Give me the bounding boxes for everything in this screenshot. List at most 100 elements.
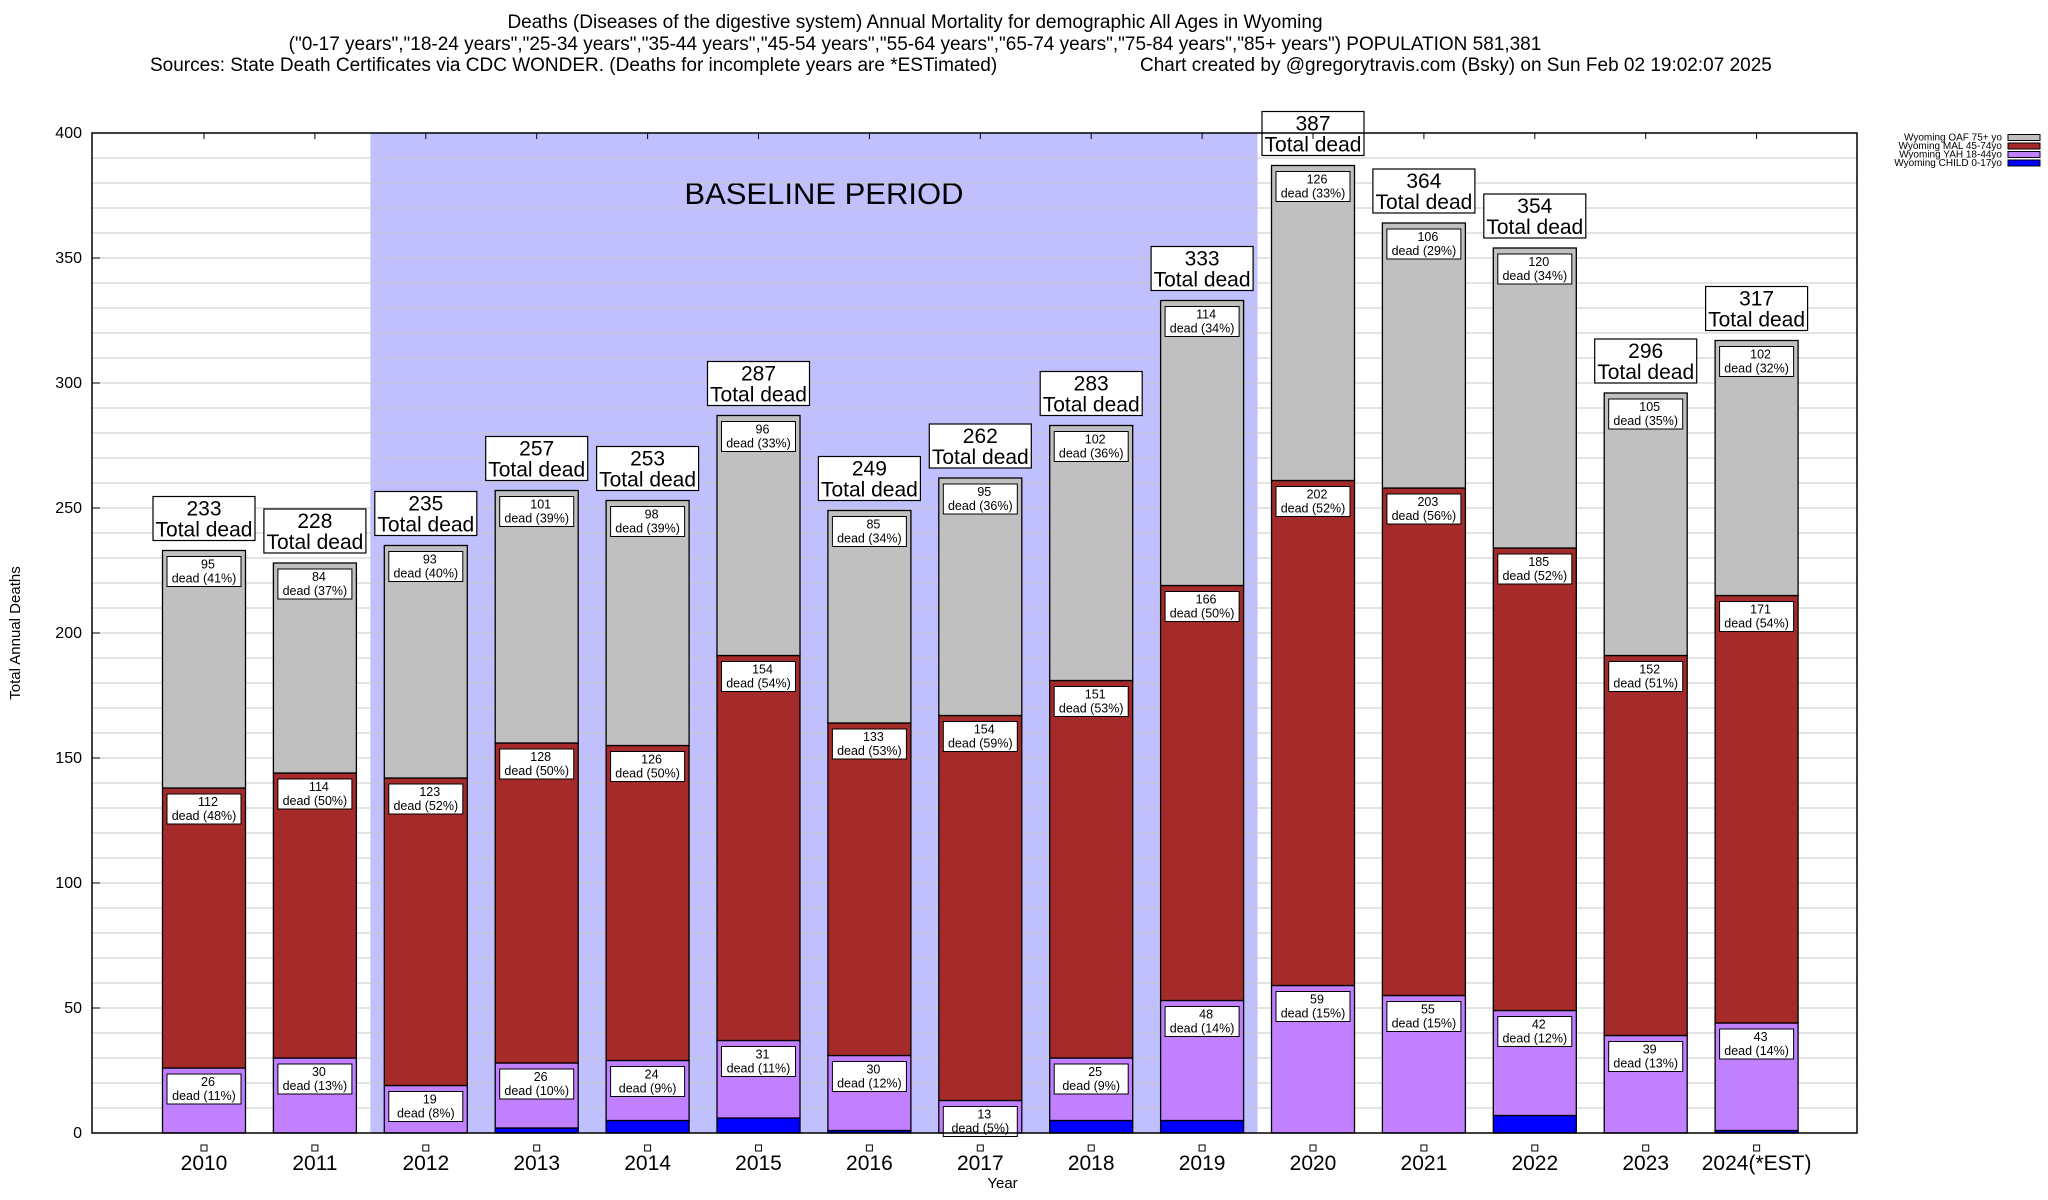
- segment-label-value: 114: [309, 780, 329, 794]
- total-label-box: [817, 455, 922, 502]
- segment-label-value: 48: [1199, 1008, 1213, 1022]
- segment-label-value: 120: [1528, 255, 1549, 269]
- segment-label-pct: dead (10%): [504, 1084, 569, 1098]
- segment-label-box: [388, 551, 464, 582]
- segment-label-value: 154: [752, 663, 773, 677]
- segment-label-value: 30: [866, 1063, 880, 1077]
- segment-label-value: 96: [756, 423, 770, 437]
- segment-label-value: 101: [530, 498, 551, 512]
- bar-segment-child: [605, 1119, 690, 1134]
- x-marker: [200, 1144, 208, 1152]
- segment-label-value: 43: [1754, 1030, 1768, 1044]
- total-label-box: [1372, 168, 1476, 214]
- segment-label-pct: dead (35%): [1613, 414, 1678, 428]
- y-axis-title: Total Annual Deaths: [7, 566, 24, 699]
- segment-label-value: 85: [866, 518, 880, 532]
- bar-segment-mal: [1159, 584, 1245, 1002]
- segment-label-pct: dead (41%): [172, 572, 237, 586]
- legend-item: Wyoming YAH 18-44yo: [1899, 150, 2041, 161]
- segment-label-box: [1275, 171, 1351, 202]
- bar-segment-oaf: [1603, 392, 1688, 657]
- segment-label-value: 24: [645, 1068, 659, 1082]
- total-label-value: 364: [1406, 170, 1441, 193]
- x-tick-label: 2016: [846, 1152, 893, 1175]
- bar-group-2014: [605, 499, 690, 1134]
- x-marker: [1531, 1144, 1539, 1152]
- segment-label-box: [1497, 553, 1573, 585]
- y-tick-label: 250: [55, 500, 82, 517]
- bar-group-2018: [1049, 424, 1134, 1134]
- segment-label-value: 114: [1196, 308, 1216, 322]
- y-tick-label: 50: [64, 1000, 82, 1017]
- total-label-text: Total dead: [932, 446, 1029, 469]
- segment-label-pct: dead (34%): [837, 532, 902, 546]
- segment-label-value: 42: [1532, 1018, 1546, 1032]
- segment-label-pct: dead (34%): [1170, 322, 1235, 336]
- total-label-value: 253: [630, 448, 665, 471]
- bar-group-2022: [1492, 247, 1577, 1134]
- segment-label-box: [831, 1061, 907, 1092]
- total-label-value: 235: [408, 493, 443, 516]
- x-tick-label: 2018: [1068, 1152, 1115, 1175]
- x-tick-label: 2023: [1622, 1152, 1669, 1175]
- segment-label-box: [610, 751, 686, 782]
- x-tick-label: 2013: [513, 1152, 560, 1175]
- x-marker: [422, 1144, 430, 1152]
- segment-label-value: 105: [1639, 400, 1660, 414]
- bar-segment-mal: [716, 654, 801, 1042]
- segment-label-pct: dead (11%): [172, 1089, 236, 1103]
- x-tick-label: 2022: [1511, 1152, 1558, 1175]
- chart-sources: Sources: State Death Certificates via CD…: [150, 55, 998, 76]
- segment-label-box: [499, 748, 575, 780]
- bar-group-2013: [494, 489, 579, 1134]
- segment-label-box: [1719, 601, 1795, 632]
- total-label-text: Total dead: [1043, 394, 1140, 417]
- x-marker: [1309, 1144, 1317, 1152]
- segment-label-box: [1386, 1001, 1462, 1032]
- chart-credit: Chart created by @gregorytravis.com (Bsk…: [1140, 55, 1772, 76]
- segment-label-value: 98: [645, 508, 659, 522]
- segment-label-pct: dead (51%): [1613, 677, 1678, 691]
- segment-label-box: [166, 556, 242, 587]
- baseline-period-label: BASELINE PERIOD: [684, 176, 963, 211]
- bar-segment-mal: [938, 714, 1023, 1102]
- segment-label-box: [499, 496, 575, 527]
- legend-item: Wyoming MAL 45-74yo: [1899, 141, 2041, 152]
- total-label-value: 296: [1628, 340, 1663, 363]
- segment-label-pct: dead (29%): [1392, 244, 1457, 258]
- total-label-text: Total dead: [821, 479, 918, 502]
- y-tick-label: 100: [55, 875, 82, 892]
- bar-segment-oaf: [494, 489, 579, 744]
- legend-label: Wyoming OAF 75+ yo: [1904, 133, 2002, 144]
- segment-label-box: [1386, 493, 1462, 525]
- segment-label-pct: dead (5%): [951, 1122, 1009, 1136]
- segment-label-box: [388, 783, 464, 815]
- x-tick-label: 2019: [1179, 1152, 1226, 1175]
- x-marker: [533, 1144, 541, 1152]
- segment-label-pct: dead (53%): [837, 744, 902, 758]
- bar-segment-child: [1159, 1119, 1245, 1134]
- segment-label-value: 128: [530, 750, 551, 764]
- bar-group-2024(*EST): [1714, 339, 1799, 1134]
- total-label-text: Total dead: [1265, 134, 1362, 157]
- legend-swatch: [2007, 142, 2041, 150]
- bar-group-2020: [1270, 164, 1356, 1134]
- segment-label-pct: dead (12%): [837, 1077, 902, 1091]
